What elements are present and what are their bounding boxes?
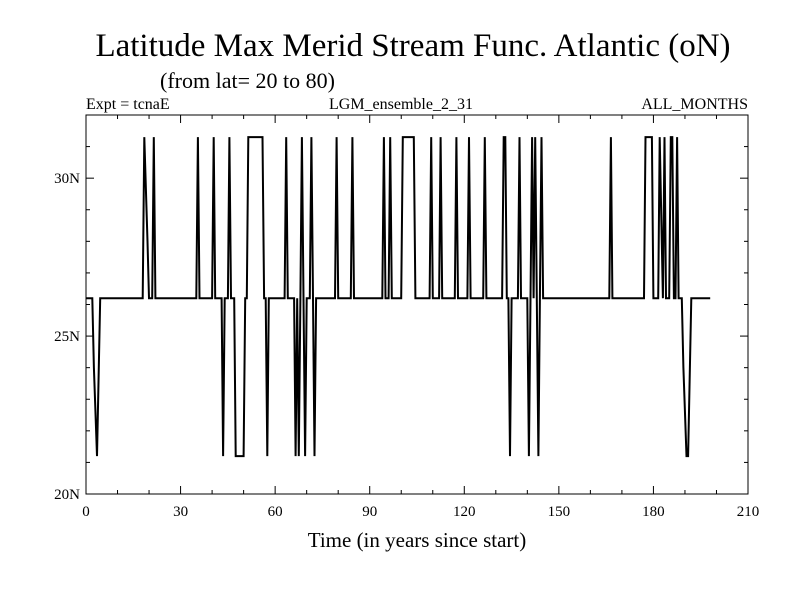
x-tick-label: 180	[642, 504, 665, 520]
y-tick-label: 30N	[54, 171, 80, 187]
chart-title: Latitude Max Merid Stream Func. Atlantic…	[95, 28, 731, 64]
experiment-label: Expt = tcnaE	[86, 96, 170, 113]
x-tick-label: 210	[737, 504, 760, 520]
series-line	[86, 136, 711, 458]
axis-ticks	[85, 114, 749, 495]
y-tick-label: 25N	[54, 329, 80, 345]
x-tick-label: 30	[173, 504, 188, 520]
ensemble-label: LGM_ensemble_2_31	[329, 96, 473, 113]
y-tick-label: 20N	[54, 487, 80, 503]
months-label: ALL_MONTHS	[641, 96, 748, 113]
x-tick-label: 60	[268, 504, 283, 520]
plot-frame	[85, 114, 749, 495]
chart-subtitle: (from lat= 20 to 80)	[160, 68, 335, 93]
axis-tick-labels: 0 30 60 90 120 150 180 210 20N 25N 30N	[54, 171, 759, 520]
x-tick-label: 90	[362, 504, 377, 520]
x-tick-label: 0	[82, 504, 90, 520]
x-tick-label: 120	[453, 504, 476, 520]
x-axis-label: Time (in years since start)	[308, 528, 527, 552]
x-tick-label: 150	[548, 504, 571, 520]
